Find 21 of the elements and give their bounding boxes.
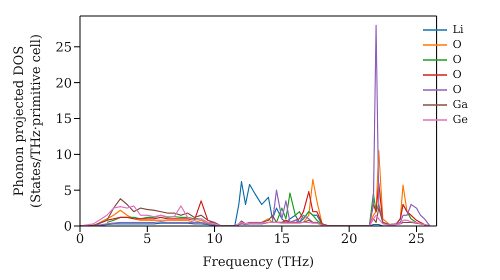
legend-label: Li (452, 22, 464, 37)
x-tick-label: 20 (340, 232, 358, 248)
x-tick-label: 5 (143, 232, 152, 248)
legend-label: Ge (452, 112, 468, 127)
y-tick-label: 20 (55, 76, 72, 92)
y-axis-title: Phonon projected DOS (States/THz·primitive cell) (12, 34, 44, 208)
legend-label: O (452, 52, 462, 67)
legend-label: O (452, 67, 462, 82)
y-tick-label: 15 (55, 112, 72, 128)
x-tick-label: 25 (408, 232, 425, 248)
x-tick-label: 0 (76, 232, 84, 248)
x-tick-label: 10 (206, 232, 223, 248)
y-tick-label: 0 (64, 220, 72, 235)
legend-label: Ga (452, 97, 468, 112)
x-axis-title: Frequency (THz) (202, 255, 314, 270)
y-tick-label: 5 (64, 184, 72, 199)
y-tick-label: 10 (55, 148, 72, 163)
legend-label: O (452, 37, 462, 52)
y-tick-label: 25 (55, 40, 72, 56)
legend-label: O (452, 82, 462, 97)
x-tick-label: 15 (274, 232, 290, 248)
